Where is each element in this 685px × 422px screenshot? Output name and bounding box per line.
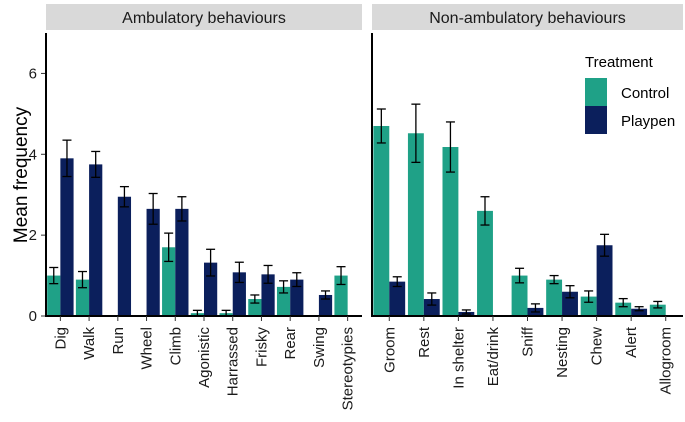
error-bars xyxy=(49,103,663,317)
x-tick-label-wheel: Wheel xyxy=(139,327,156,370)
x-tick-label-rear: Rear xyxy=(282,327,299,360)
bar-control-rest xyxy=(407,133,424,316)
x-tick-label-dig: Dig xyxy=(52,327,69,350)
bar-playpen-rest xyxy=(423,299,440,316)
bar-playpen-climb xyxy=(175,208,189,316)
legend: Treatment Control Playpen xyxy=(585,54,675,134)
y-axis-title: Mean frequency xyxy=(11,106,32,243)
x-tick-label-stereotypies: Stereotypies xyxy=(340,327,357,410)
bar-playpen-run xyxy=(117,196,132,316)
bar-control-walk xyxy=(75,279,90,316)
legend-swatch-playpen xyxy=(585,106,607,134)
bar-playpen-frisky xyxy=(261,274,275,316)
legend-label-control: Control xyxy=(621,85,669,102)
y-tick-label: 0 xyxy=(29,308,37,325)
x-tick-label-swing: Swing xyxy=(311,327,328,368)
bars xyxy=(47,125,666,316)
x-tick-label-in-shelter: In shelter xyxy=(450,327,467,389)
y-tick-label: 6 xyxy=(29,65,37,82)
x-tick-label-frisky: Frisky xyxy=(253,327,270,367)
x-tick-label-climb: Climb xyxy=(167,327,184,365)
bar-control-in-shelter xyxy=(442,147,459,316)
bar-playpen-dig xyxy=(60,158,74,316)
bar-playpen-wheel xyxy=(146,208,160,316)
x-tick-label-rest: Rest xyxy=(416,326,433,358)
bar-playpen-swing xyxy=(318,294,333,316)
bar-playpen-harrassed xyxy=(232,272,246,316)
legend-title: Treatment xyxy=(585,54,654,71)
legend-label-playpen: Playpen xyxy=(621,113,675,130)
legend-swatch-control xyxy=(585,78,607,106)
x-tick-label-sniff: Sniff xyxy=(520,326,537,357)
bar-control-nesting xyxy=(546,279,563,316)
bar-control-groom xyxy=(373,125,390,316)
x-tick-label-walk: Walk xyxy=(81,327,98,360)
y-tick-label: 2 xyxy=(29,227,37,244)
bar-control-dig xyxy=(47,275,61,316)
bar-control-allogroom xyxy=(649,304,666,316)
bar-playpen-rear xyxy=(290,279,304,316)
y-tick-label: 4 xyxy=(29,146,37,163)
bar-playpen-walk xyxy=(89,164,103,316)
bar-control-eat-drink xyxy=(477,210,493,316)
bar-playpen-groom xyxy=(389,281,406,316)
x-tick-label-groom: Groom xyxy=(381,327,398,373)
bar-control-stereotypies xyxy=(334,275,348,316)
bar-control-rear xyxy=(276,286,291,316)
bar-control-chew xyxy=(580,296,597,316)
strip-title-ambulatory: Ambulatory behaviours xyxy=(122,10,286,27)
x-tick-label-eat-drink: Eat/drink xyxy=(485,327,502,387)
x-tick-labels: Dig Walk Run Wheel Climb Agonistic Harrassed Fr… xyxy=(52,326,674,410)
panel-strips: Ambulatory behaviours Non-ambulatory beh… xyxy=(46,4,683,30)
bar-control-alert xyxy=(615,302,632,316)
bar-playpen-chew xyxy=(596,245,613,316)
x-tick-label-alert: Alert xyxy=(623,326,640,358)
x-tick-label-harrassed: Harrassed xyxy=(225,327,242,396)
bar-control-sniff xyxy=(511,275,528,316)
y-axis-ticks: 0 2 4 6 xyxy=(29,65,46,325)
strip-ambulatory xyxy=(46,4,362,30)
strip-title-non-ambulatory: Non-ambulatory behaviours xyxy=(429,10,626,27)
x-tick-label-allogroom: Allogroom xyxy=(658,327,675,395)
x-tick-label-chew: Chew xyxy=(589,327,606,366)
strip-non-ambulatory xyxy=(372,4,683,30)
bar-control-climb xyxy=(162,247,176,316)
axes xyxy=(45,33,683,321)
bar-playpen-alert xyxy=(631,308,648,316)
x-tick-label-nesting: Nesting xyxy=(554,327,571,378)
x-tick-label-agonistic: Agonistic xyxy=(196,327,213,388)
x-tick-label-run: Run xyxy=(110,327,127,355)
